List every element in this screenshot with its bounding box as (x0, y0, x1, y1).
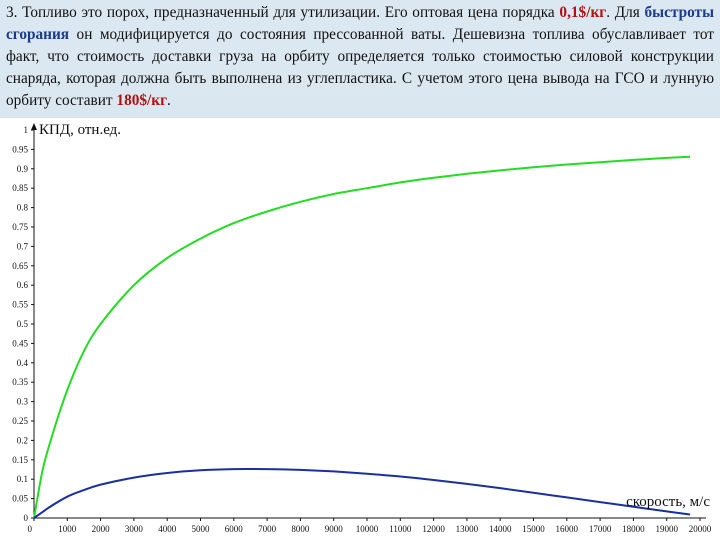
y-tick-label: 0.65 (12, 261, 28, 271)
x-tick-label: 14000 (489, 524, 512, 534)
x-tick-label: 8000 (291, 524, 310, 534)
text-part-2: . Для (606, 4, 645, 21)
x-tick-label: 7000 (258, 524, 277, 534)
y-tick-label: 0.55 (12, 300, 28, 310)
y-tick-label: 0.3 (17, 397, 29, 407)
y-axis-arrow (31, 123, 37, 130)
y-tick-label: 0.85 (12, 183, 28, 193)
y-tick-label: 0.5 (17, 319, 29, 329)
x-tick-label: 15000 (522, 524, 545, 534)
y-tick-label: 0.1 (17, 474, 28, 484)
y-tick-label: 0.35 (12, 377, 28, 387)
blue-series-line (33, 467, 691, 519)
chart-axes (31, 123, 706, 519)
x-tick-label: 17000 (589, 524, 612, 534)
x-tick-label: 10000 (356, 524, 379, 534)
y-tick-label: 0.05 (12, 494, 28, 504)
description-paragraph: 3. Топливо это порох, предназначенный дл… (6, 2, 714, 112)
x-tick-label: 2000 (92, 524, 111, 534)
x-ticks: 0 1000 2000 3000 4000 5000 6000 7000 8000 9000 100… (28, 518, 712, 534)
y-tick-label: 0.9 (17, 164, 29, 174)
y-tick-label: 0.4 (17, 358, 29, 368)
x-tick-label: 4000 (158, 524, 177, 534)
burn-speed-highlight: быстроты сгорания (6, 4, 715, 43)
orbit-price: 180$/кг (116, 92, 168, 109)
x-tick-label: 1000 (58, 524, 77, 534)
y-tick-label: 0.6 (17, 280, 29, 290)
y-tick-label: 0.7 (17, 241, 29, 251)
y-axis-title: КПД, отн.ед. (39, 122, 121, 138)
fuel-price: 0,1$/кг (559, 4, 607, 21)
y-tick-label: 0.95 (12, 144, 28, 154)
y-tick-label: 0.2 (17, 435, 28, 445)
y-tick-label: 0.25 (12, 416, 28, 426)
x-tick-label: 13000 (456, 524, 479, 534)
x-tick-label: 18000 (622, 524, 645, 534)
x-tick-label: 11000 (389, 524, 412, 534)
x-tick-label: 6000 (225, 524, 244, 534)
x-tick-label: 20000 (689, 524, 712, 534)
x-tick-label: 9000 (325, 524, 344, 534)
y-tick-label: 0.8 (17, 203, 29, 213)
x-tick-label: 16000 (556, 524, 579, 534)
x-axis-title: скорость, м/с (626, 494, 710, 510)
y-tick-label: 0.45 (12, 338, 28, 348)
y-tick-label: 0.75 (12, 222, 28, 232)
x-tick-label: 19000 (655, 524, 678, 534)
x-tick-label: 5000 (192, 524, 211, 534)
x-tick-label: 3000 (125, 524, 144, 534)
text-part-4: . (167, 92, 171, 109)
y-tick-label: 1 (24, 125, 29, 135)
efficiency-chart: 0 0.05 0.1 0.15 0.2 0.25 0.3 0.35 0.4 0.45 0.5 0.55… (12, 122, 712, 534)
chart-area: 0 0.05 0.1 0.15 0.2 0.25 0.3 0.35 0.4 0.45 0.5 0.55… (0, 118, 720, 540)
text-part-1: 3. Топливо это порох, предназначенный дл… (6, 4, 560, 21)
text-part-3: он модифицируется до состояния прессован… (6, 26, 714, 109)
x-tick-label: 0 (28, 524, 33, 534)
x-tick-label: 12000 (422, 524, 445, 534)
series-group (33, 155, 691, 519)
y-ticks: 0 0.05 0.1 0.15 0.2 0.25 0.3 0.35 0.4 0.45 0.5 0.55… (12, 125, 34, 523)
y-tick-label: 0.15 (12, 455, 28, 465)
green-series-line (33, 155, 691, 519)
y-tick-label: 0 (24, 513, 29, 523)
